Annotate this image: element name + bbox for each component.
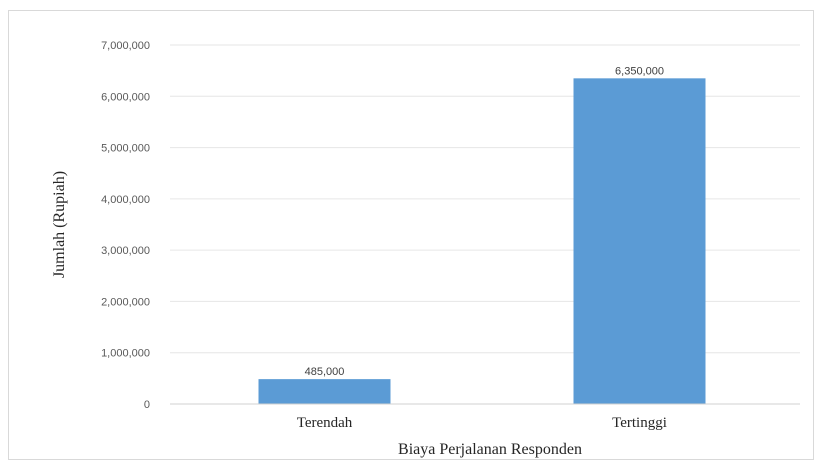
x-category-label: Terendah — [297, 415, 353, 431]
y-tick-label: 1,000,000 — [101, 348, 150, 360]
y-tick-label: 2,000,000 — [101, 296, 150, 308]
data-label: 6,350,000 — [615, 65, 664, 77]
bar-terendah — [258, 379, 391, 404]
data-label: 485,000 — [305, 366, 345, 378]
bars — [258, 78, 706, 404]
y-axis-ticks: 0 1,000,000 2,000,000 3,000,000 4,000,000 5,0… — [101, 40, 150, 411]
x-axis-categories: Terendah Tertinggi — [297, 415, 667, 431]
y-tick-label: 4,000,000 — [101, 194, 150, 206]
y-tick-label: 0 — [144, 399, 150, 411]
y-tick-label: 5,000,000 — [101, 143, 150, 155]
x-axis-title: Biaya Perjalanan Responden — [398, 441, 582, 458]
data-labels: 485,000 6,350,000 — [305, 65, 664, 378]
bar-tertinggi — [573, 78, 706, 404]
y-axis-title: Jumlah (Rupiah) — [51, 171, 68, 278]
y-tick-label: 3,000,000 — [101, 245, 150, 257]
x-category-label: Tertinggi — [612, 415, 667, 431]
y-tick-label: 6,000,000 — [101, 91, 150, 103]
y-tick-label: 7,000,000 — [101, 40, 150, 52]
